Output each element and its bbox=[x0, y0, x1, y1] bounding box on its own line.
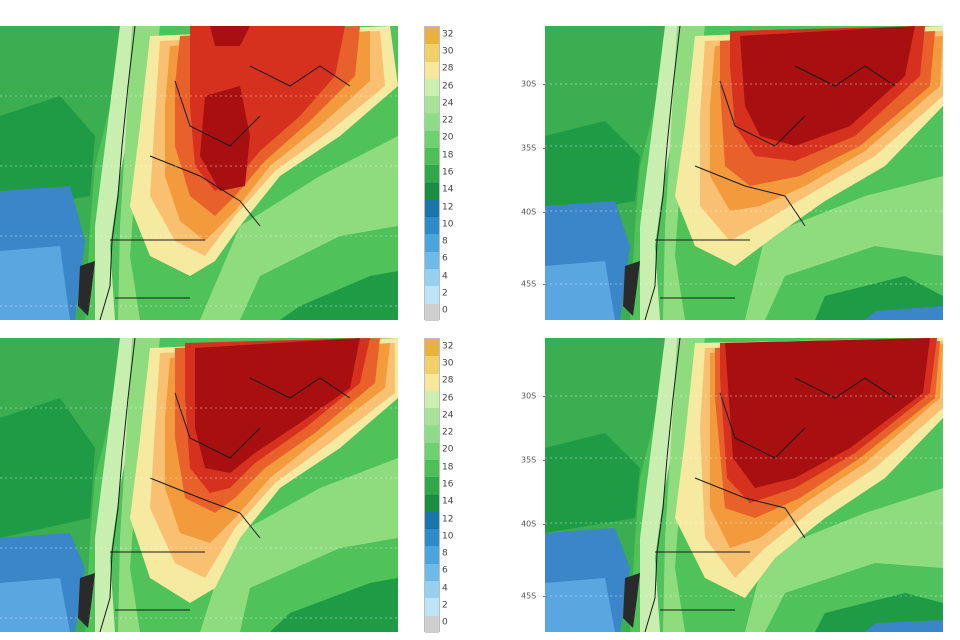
latitude-label: 35S bbox=[521, 143, 537, 153]
colorbar-tick-label: 6 bbox=[442, 253, 448, 264]
latitude-labels-top: 30S 35S 40S 45S bbox=[515, 26, 549, 320]
colorbar-segment bbox=[425, 494, 439, 512]
colorbar-segment bbox=[425, 373, 439, 391]
colorbar-tick-label: 0 bbox=[442, 305, 448, 316]
colorbar-segment bbox=[425, 425, 439, 443]
colorbar-segment bbox=[425, 303, 439, 321]
colorbar-tick-label: 18 bbox=[442, 150, 454, 161]
colorbar-segment bbox=[425, 268, 439, 287]
colorbar-segment bbox=[425, 356, 439, 374]
colorbar-top bbox=[424, 26, 440, 321]
latitude-label: 45S bbox=[521, 591, 537, 601]
colorbar-tick-label: 2 bbox=[442, 600, 448, 611]
colorbar-segment bbox=[425, 408, 439, 426]
colorbar-tick-label: 14 bbox=[442, 184, 454, 195]
colorbar-segment bbox=[425, 390, 439, 409]
colorbar-tick-label: 2 bbox=[442, 288, 448, 299]
colorbar-segment bbox=[425, 580, 439, 599]
colorbar-tick-label: 26 bbox=[442, 81, 454, 92]
colorbar-segment bbox=[425, 546, 439, 564]
colorbar-tick-label: 10 bbox=[442, 219, 454, 230]
latitude-tick bbox=[543, 596, 547, 597]
colorbar-segment bbox=[425, 182, 439, 200]
colorbar-segment bbox=[425, 459, 439, 478]
colorbar-tick-label: 4 bbox=[442, 271, 448, 282]
colorbar-segment bbox=[425, 78, 439, 97]
colorbar-tick-label: 28 bbox=[442, 63, 454, 74]
latitude-label: 30S bbox=[521, 391, 537, 401]
map-panel-bottom-left bbox=[0, 338, 398, 632]
temperature-map-bottom-right bbox=[545, 338, 943, 632]
latitude-label: 45S bbox=[521, 279, 537, 289]
temperature-map-top-right bbox=[545, 26, 943, 320]
colorbar-segment bbox=[425, 511, 439, 530]
colorbar-segment bbox=[425, 113, 439, 131]
colorbar-segment bbox=[425, 442, 439, 460]
colorbar-tick-label: 4 bbox=[442, 583, 448, 594]
latitude-tick bbox=[543, 460, 547, 461]
colorbar-segment bbox=[425, 147, 439, 166]
map-panel-top-right bbox=[545, 26, 943, 320]
colorbar-tick-label: 32 bbox=[442, 29, 454, 40]
colorbar-segment bbox=[425, 96, 439, 114]
latitude-label: 40S bbox=[521, 519, 537, 529]
latitude-tick bbox=[543, 396, 547, 397]
latitude-tick bbox=[543, 212, 547, 213]
colorbar-tick-label: 10 bbox=[442, 531, 454, 542]
colorbar-tick-label: 12 bbox=[442, 514, 454, 525]
colorbar-tick-label: 0 bbox=[442, 617, 448, 628]
latitude-tick bbox=[543, 148, 547, 149]
latitude-tick bbox=[543, 284, 547, 285]
temperature-map-top-left bbox=[0, 26, 398, 320]
colorbar-segment bbox=[425, 339, 439, 357]
colorbar-tick-label: 6 bbox=[442, 565, 448, 576]
colorbar-segment bbox=[425, 217, 439, 235]
colorbar-tick-label: 24 bbox=[442, 410, 454, 421]
temperature-map-bottom-left bbox=[0, 338, 398, 632]
colorbar-tick-label: 8 bbox=[442, 548, 448, 559]
colorbar-segment bbox=[425, 251, 439, 269]
colorbar-segment bbox=[425, 199, 439, 218]
latitude-label: 30S bbox=[521, 79, 537, 89]
colorbar-tick-label: 30 bbox=[442, 46, 454, 57]
colorbar-tick-label: 14 bbox=[442, 496, 454, 507]
colorbar-tick-label: 22 bbox=[442, 427, 454, 438]
colorbar-segment bbox=[425, 165, 439, 183]
colorbar-segment bbox=[425, 44, 439, 62]
colorbar-tick-label: 16 bbox=[442, 479, 454, 490]
latitude-labels-bottom: 30S 35S 40S 45S bbox=[515, 338, 549, 632]
latitude-tick bbox=[543, 524, 547, 525]
map-panel-bottom-right bbox=[545, 338, 943, 632]
colorbar-tick-label: 26 bbox=[442, 393, 454, 404]
colorbar-tick-label: 8 bbox=[442, 236, 448, 247]
colorbar-bottom bbox=[424, 338, 440, 633]
colorbar-tick-label: 20 bbox=[442, 444, 454, 455]
colorbar-tick-label: 16 bbox=[442, 167, 454, 178]
colorbar-tick-label: 20 bbox=[442, 132, 454, 143]
colorbar-tick-label: 24 bbox=[442, 98, 454, 109]
map-panel-top-left bbox=[0, 26, 398, 320]
colorbar-segment bbox=[425, 477, 439, 495]
colorbar-tick-label: 32 bbox=[442, 341, 454, 352]
colorbar-labels-top: 32 30 28 26 24 22 20 18 16 14 12 10 8 6 4 2 0 bbox=[442, 26, 482, 320]
latitude-tick bbox=[543, 84, 547, 85]
colorbar-segment bbox=[425, 130, 439, 148]
colorbar-tick-label: 12 bbox=[442, 202, 454, 213]
colorbar-segment bbox=[425, 598, 439, 616]
colorbar-segment bbox=[425, 61, 439, 79]
colorbar-tick-label: 30 bbox=[442, 358, 454, 369]
colorbar-segment bbox=[425, 234, 439, 252]
colorbar-segment bbox=[425, 615, 439, 633]
colorbar-segment bbox=[425, 27, 439, 45]
latitude-label: 40S bbox=[521, 207, 537, 217]
colorbar-labels-bottom: 32 30 28 26 24 22 20 18 16 14 12 10 8 6 4 2 0 bbox=[442, 338, 482, 632]
colorbar-segment bbox=[425, 563, 439, 581]
latitude-label: 35S bbox=[521, 455, 537, 465]
colorbar-segment bbox=[425, 286, 439, 304]
colorbar-tick-label: 18 bbox=[442, 462, 454, 473]
colorbar-tick-label: 22 bbox=[442, 115, 454, 126]
colorbar-segment bbox=[425, 529, 439, 547]
colorbar-tick-label: 28 bbox=[442, 375, 454, 386]
